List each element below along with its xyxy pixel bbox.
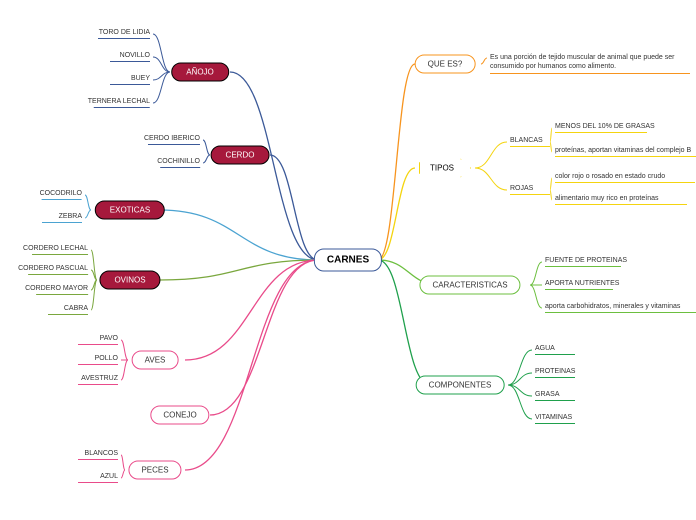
mindmap-leaf: proteínas, aportan vitaminas del complej… <box>555 147 696 157</box>
mindmap-leaf: BUEY <box>110 75 150 85</box>
mindmap-leaf: AZUL <box>78 473 118 483</box>
mindmap-leaf: AGUA <box>535 345 575 355</box>
mindmap-leaf: TORO DE LIDIA <box>98 29 150 39</box>
mindmap-node: CERDO <box>211 146 270 165</box>
mindmap-node: OVINOS <box>99 271 160 290</box>
mindmap-leaf: COCODRILO <box>40 190 82 200</box>
mindmap-leaf: GRASA <box>535 391 575 401</box>
mindmap-leaf: alimentario muy rico en proteínas <box>555 195 687 205</box>
mindmap-node: CONEJO <box>150 406 209 425</box>
mindmap-leaf: TERNERA LECHAL <box>88 98 150 108</box>
mindmap-leaf: color rojo o rosado en estado crudo <box>555 173 695 183</box>
mindmap-leaf: APORTA NUTRIENTES <box>545 280 619 290</box>
mindmap-leaf: BLANCOS <box>78 450 118 460</box>
mindmap-leaf: CERDO IBERICO <box>144 135 200 145</box>
mindmap-leaf: COCHINILLO <box>157 158 200 168</box>
mindmap-leaf: BLANCAS <box>510 137 550 147</box>
mindmap-node: QUE ES? <box>415 55 476 74</box>
mindmap-leaf: ROJAS <box>510 185 550 195</box>
mindmap-leaf: FUENTE DE PROTEINAS <box>545 257 627 267</box>
mindmap-leaf: MENOS DEL 10% DE GRASAS <box>555 123 655 133</box>
mindmap-node: AVES <box>132 351 179 370</box>
mindmap-leaf: POLLO <box>78 355 118 365</box>
mindmap-node: CARACTERISTICAS <box>419 276 520 295</box>
mindmap-leaf: CORDERO LECHAL <box>23 245 88 255</box>
mindmap-leaf: CABRA <box>48 305 88 315</box>
mindmap-node: COMPONENTES <box>416 376 505 395</box>
mindmap-leaf: ZEBRA <box>42 213 82 223</box>
mindmap-leaf: NOVILLO <box>110 52 150 62</box>
mindmap-node: EXOTICAS <box>95 201 165 220</box>
mindmap-leaf: CORDERO MAYOR <box>25 285 88 295</box>
mindmap-leaf: Es una porción de tejido muscular de ani… <box>490 53 690 74</box>
mindmap-node: CARNES <box>314 249 382 272</box>
mindmap-leaf: CORDERO PASCUAL <box>18 265 88 275</box>
mindmap-leaf: AVESTRUZ <box>78 375 118 385</box>
mindmap-leaf: PROTEINAS <box>535 368 575 378</box>
mindmap-node: PECES <box>128 461 181 480</box>
mindmap-leaf: aporta carbohidratos, minerales y vitami… <box>545 303 696 313</box>
mindmap-leaf: PAVO <box>78 335 118 345</box>
mindmap-leaf: VITAMINAS <box>535 414 575 424</box>
mindmap-node: AÑOJO <box>171 63 229 82</box>
